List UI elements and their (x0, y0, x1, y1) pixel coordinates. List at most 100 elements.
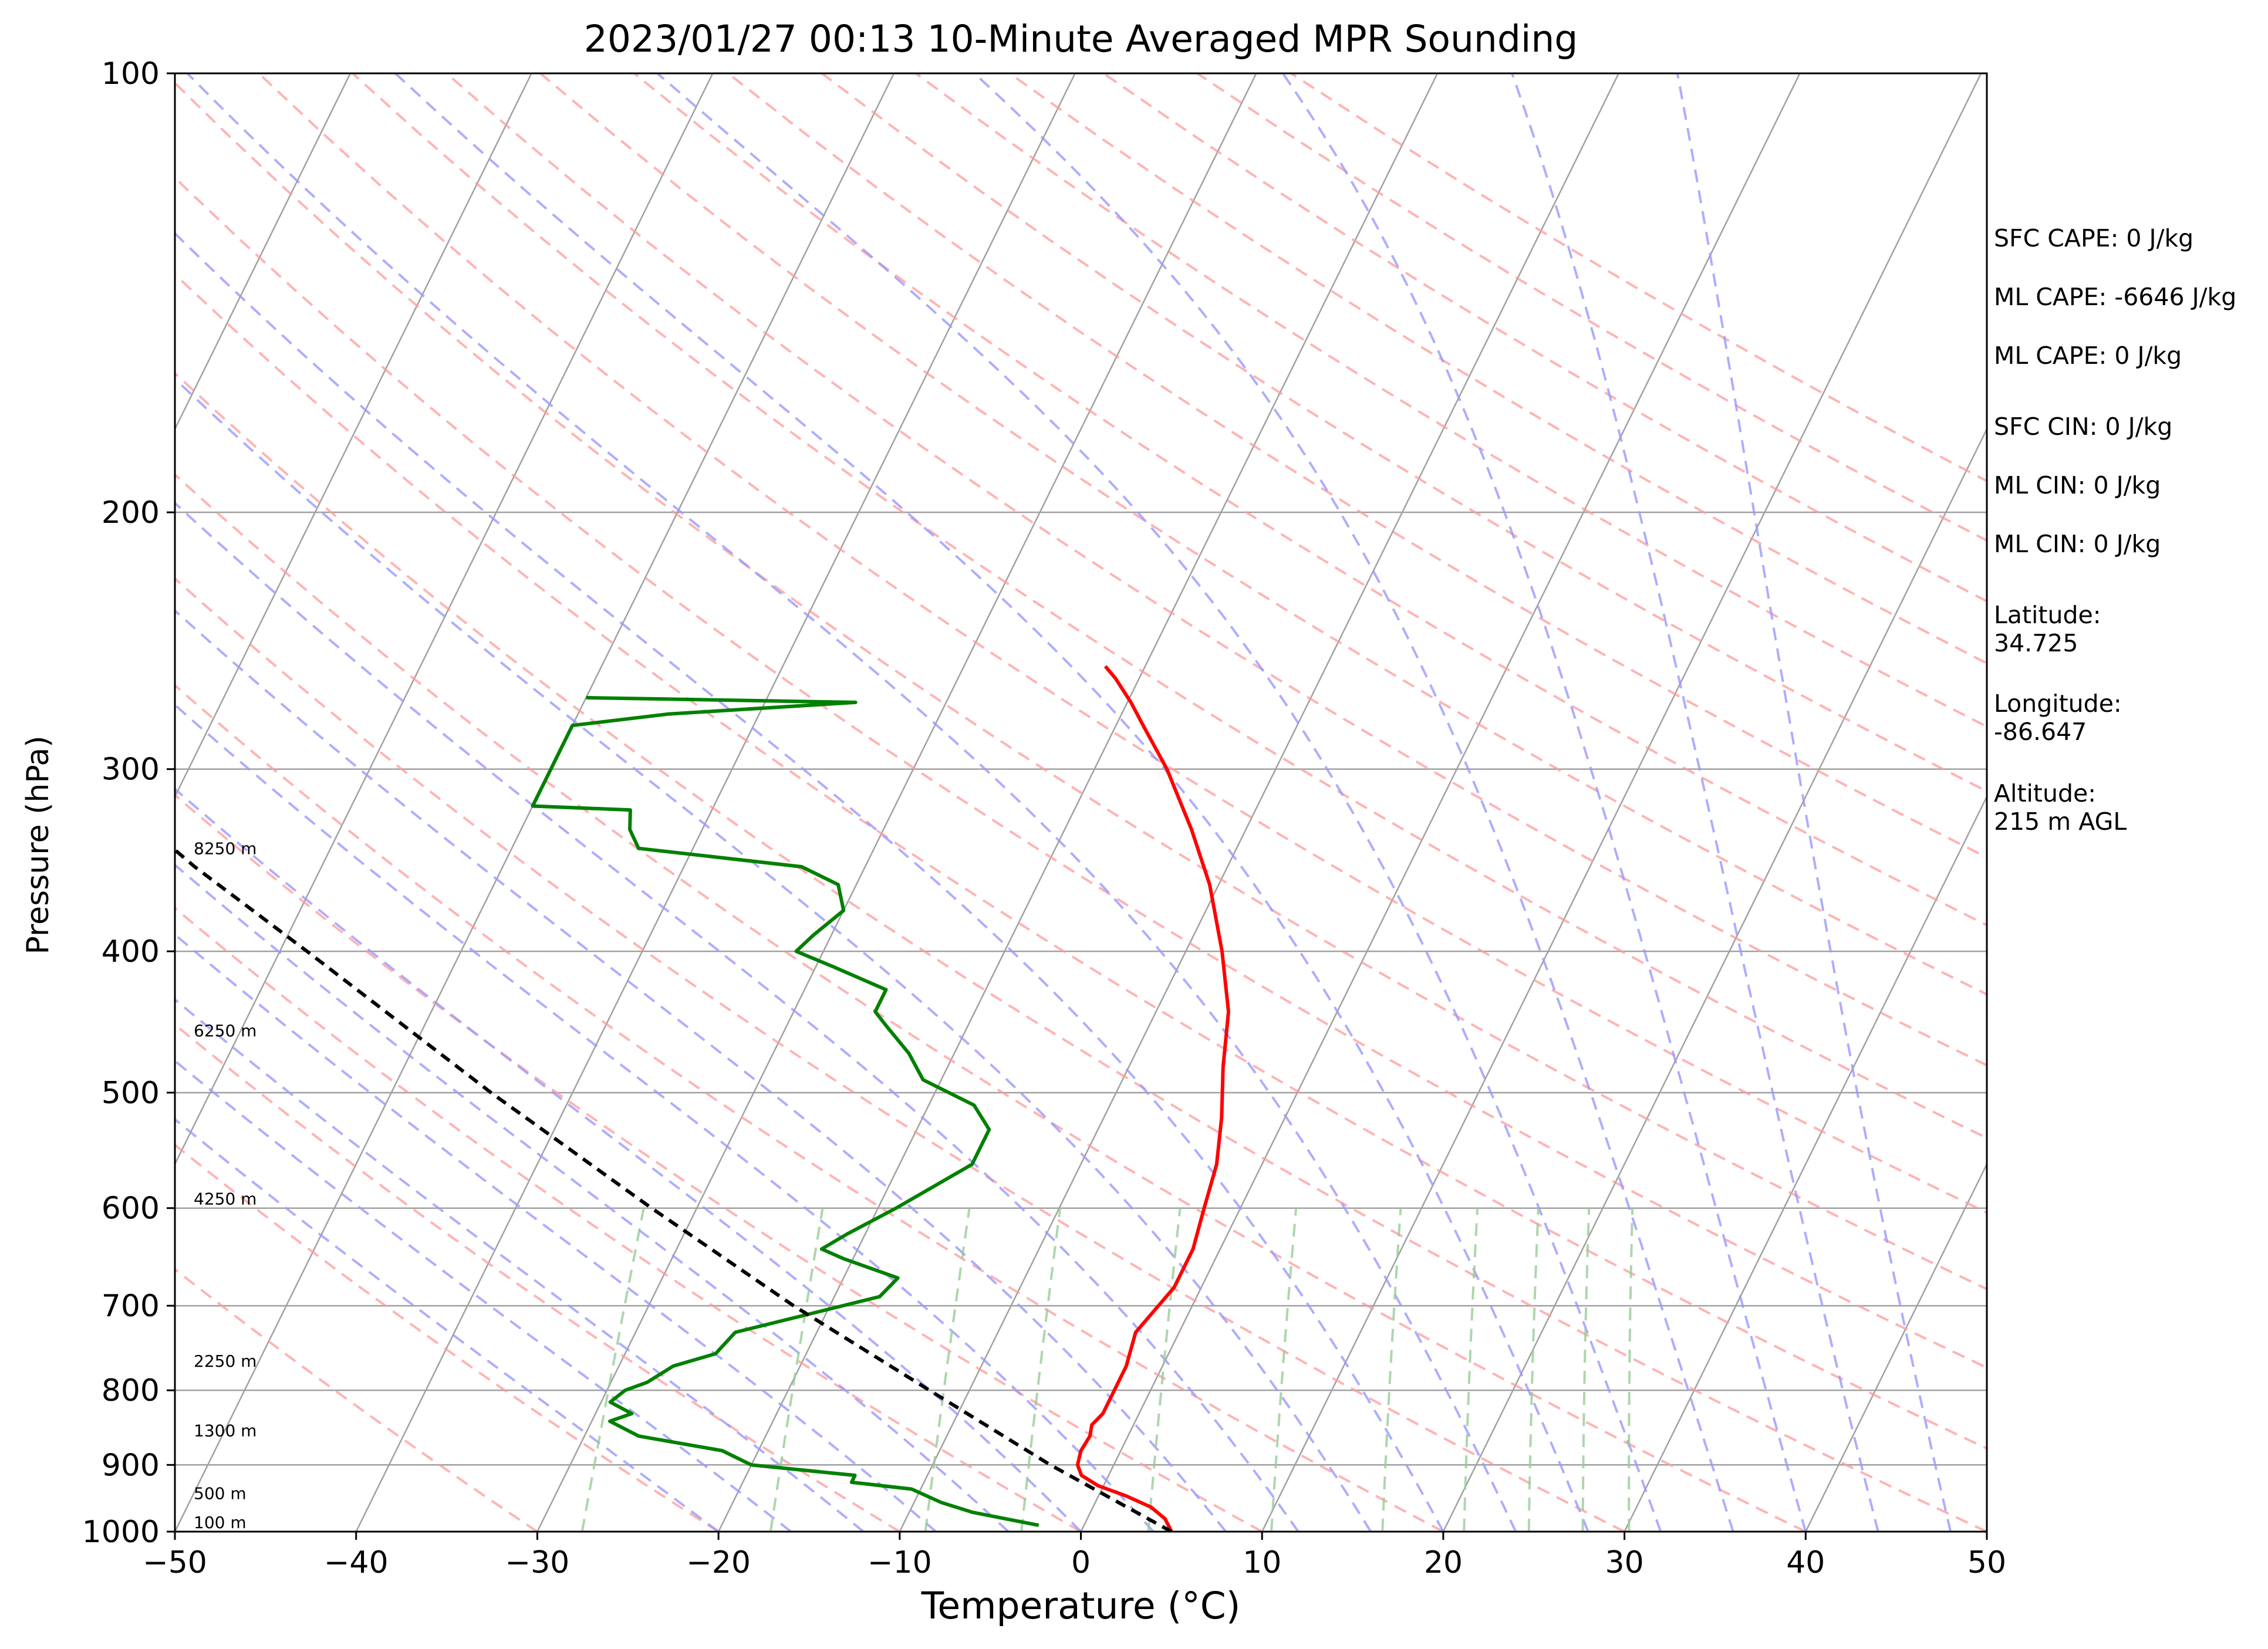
moist-adiabat-line (175, 1117, 720, 1532)
isotherm-line (717, 73, 1439, 1532)
moist-adiabat-line (175, 377, 1372, 1532)
height-label: 500 m (194, 1484, 247, 1503)
moist-adiabat-line (175, 998, 865, 1532)
longitude-label: Longitude: -86.647 (1994, 690, 2122, 746)
x-tick-label: −30 (505, 1545, 570, 1580)
dry-adiabat-line (175, 175, 1987, 1369)
moist-adiabat-line (175, 787, 1082, 1532)
ml-cin-label: ML CIN: 0 J/kg (1994, 471, 2161, 499)
x-tick-label: −10 (868, 1545, 932, 1580)
dry-adiabat-line (175, 371, 1987, 1532)
height-label: 1300 m (194, 1421, 256, 1440)
isotherm-line (175, 73, 351, 431)
mixing-ratio-line (769, 1208, 824, 1532)
dry-adiabat-line (539, 73, 1987, 996)
dry-adiabat-line (175, 1268, 538, 1532)
mixing-ratio-line (1020, 1208, 1062, 1532)
height-label: 4250 m (194, 1190, 256, 1209)
mixing-ratio-line (1147, 1208, 1182, 1532)
x-tick-label: 0 (1071, 1545, 1091, 1580)
y-tick-label: 1000 (82, 1515, 160, 1550)
x-tick-label: −20 (686, 1545, 751, 1580)
dry-adiabat-line (175, 473, 1807, 1532)
x-tick-label: 20 (1424, 1545, 1463, 1580)
moist-adiabat-line (175, 609, 1227, 1532)
latitude-label: Latitude: 34.725 (1994, 601, 2101, 657)
dry-adiabat-line (446, 73, 1987, 1067)
mixing-ratio-line (924, 1208, 971, 1532)
height-label: 6250 m (194, 1021, 256, 1040)
height-label: 8250 m (194, 839, 256, 858)
ml-cape-label-2: ML CAPE: 0 J/kg (1994, 342, 2182, 370)
sfc-cape-label: SFC CAPE: 0 J/kg (1994, 224, 2194, 252)
dry-adiabat-line (175, 81, 1987, 1290)
dry-adiabat-line (175, 1023, 900, 1532)
x-tick-label: 40 (1786, 1545, 1825, 1580)
moist-adiabat-line (973, 73, 1734, 1532)
isotherm-line (175, 73, 714, 1166)
isotherm-line (1080, 73, 1801, 1532)
plot-frame (174, 72, 1988, 1533)
moist-adiabat-line (656, 73, 1662, 1532)
moist-adiabat-line (175, 933, 937, 1532)
dry-adiabat-line (175, 907, 1082, 1532)
dry-adiabat-line (727, 73, 1987, 859)
height-label: 100 m (194, 1513, 247, 1532)
mixing-ratio-line (1628, 1208, 1634, 1532)
mixing-ratio-line (1527, 1208, 1540, 1532)
x-tick-label: 10 (1243, 1545, 1281, 1580)
dry-adiabat-line (915, 73, 1987, 728)
isotherm-line (175, 73, 532, 799)
height-labels: 100 m 500 m 1300 m 2250 m 4250 m 6250 m 8250 m (194, 839, 256, 1532)
isotherm-line (1261, 73, 1982, 1532)
y-tick-label: 200 (102, 495, 160, 530)
y-tick-label: 600 (102, 1191, 160, 1226)
isotherm-line (536, 73, 1257, 1532)
x-tick-label: −50 (143, 1545, 207, 1580)
moist-adiabat-line (175, 1059, 792, 1532)
mixing-ratio-line (1381, 1208, 1402, 1532)
isotherm-line (1805, 1162, 1987, 1532)
isotherm-line (355, 73, 1076, 1532)
ml-cin-label-2: ML CIN: 0 J/kg (1994, 530, 2161, 558)
moist-adiabat-line (175, 501, 1300, 1532)
moist-adiabat-line (186, 73, 1517, 1532)
moist-adiabat-line (175, 231, 1445, 1532)
moist-adiabat-line (1676, 73, 1952, 1532)
moist-adiabat-line (1511, 73, 1879, 1532)
sounding-series (175, 665, 1230, 1532)
mixing-ratio-line (580, 1208, 645, 1532)
moist-adiabat-line (394, 73, 1589, 1532)
y-tick-label: 400 (102, 934, 160, 969)
mixing-ratio-line (1270, 1208, 1298, 1532)
x-tick-label: −40 (324, 1545, 389, 1580)
dry-adiabat-line (175, 272, 1987, 1450)
dry-adiabat-line (175, 793, 1263, 1532)
dry-adiabat-line (175, 684, 1444, 1532)
x-axis-ticks: −50 −40 −30 −20 −10 0 10 20 30 40 50 (143, 1532, 2006, 1580)
isotherm-line (1624, 795, 1987, 1532)
dry-adiabat-line (175, 577, 1625, 1532)
x-axis-label: Temperature (°C) (921, 1584, 1241, 1627)
dry-adiabat-line (352, 73, 1987, 1140)
dry-adiabat-line (258, 73, 1987, 1214)
moist-adiabat-line (1281, 73, 1807, 1532)
altitude-label: Altitude: 215 m AGL (1994, 779, 2127, 836)
height-label: 2250 m (194, 1351, 256, 1371)
sfc-cin-label: SFC CIN: 0 J/kg (1994, 413, 2173, 441)
y-tick-label: 700 (102, 1289, 160, 1324)
moist-adiabat-line (175, 863, 1010, 1532)
y-tick-label: 500 (102, 1076, 160, 1111)
x-tick-label: 50 (1967, 1545, 2006, 1580)
isotherm-line (899, 73, 1619, 1532)
parcel-line (175, 847, 1173, 1532)
ml-cape-label: ML CAPE: -6646 J/kg (1994, 283, 2237, 311)
y-axis-ticks: 100 200 300 400 500 600 700 800 900 1000 (82, 56, 175, 1550)
dewpoint-line (531, 695, 1040, 1528)
x-tick-label: 30 (1605, 1545, 1644, 1580)
background-lines (175, 73, 1987, 1532)
mixing-ratio-line (1463, 1208, 1479, 1532)
chart-title: 2023/01/27 00:13 10-Minute Averaged MPR … (583, 18, 1578, 60)
